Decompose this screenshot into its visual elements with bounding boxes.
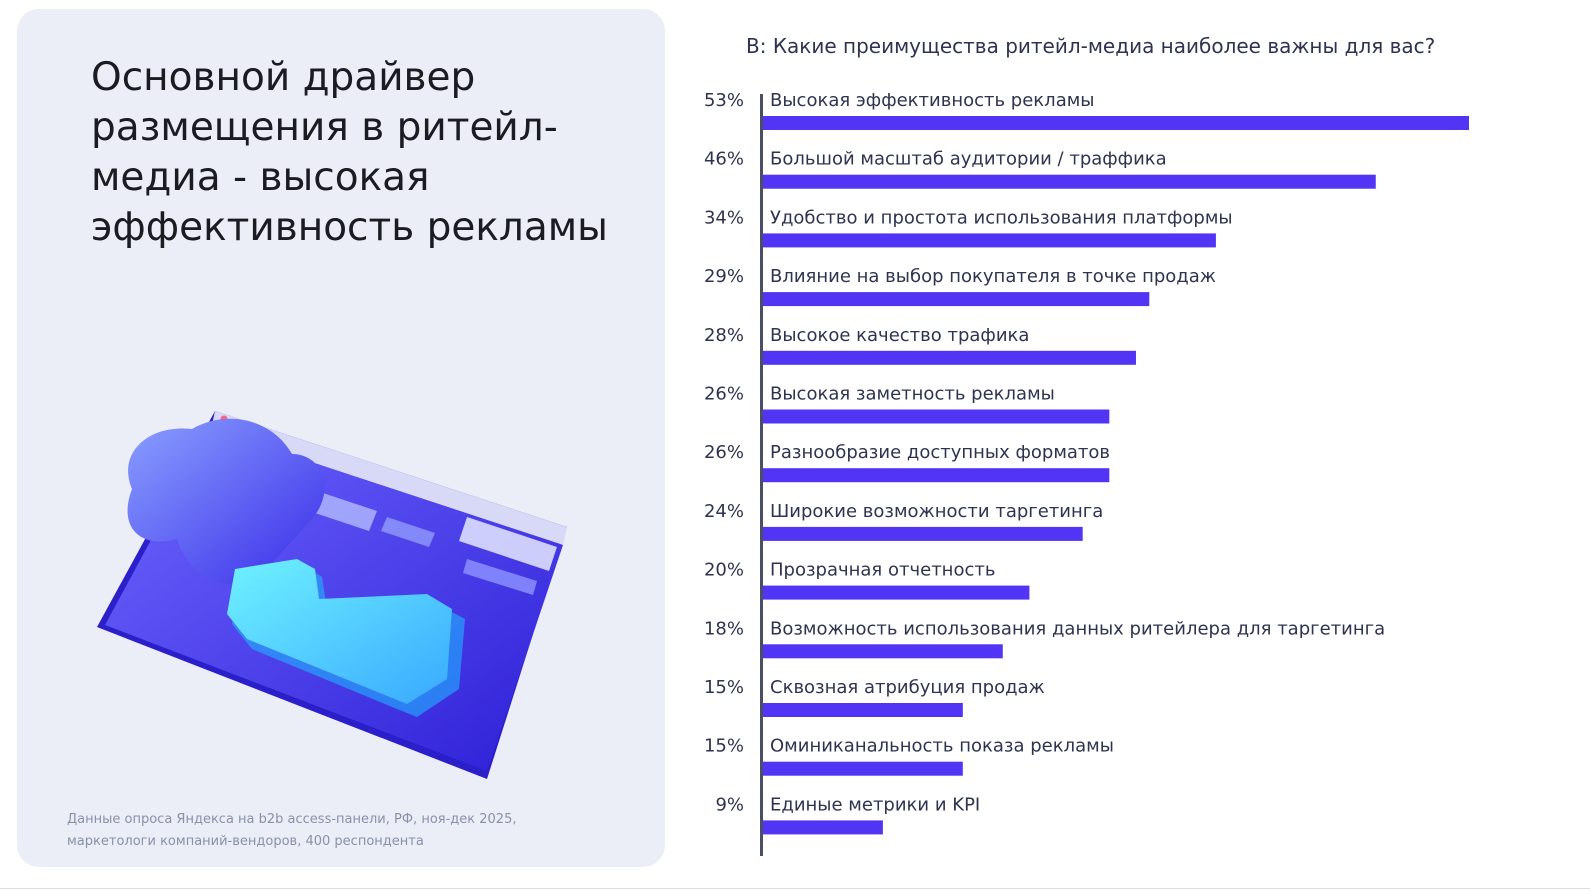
bar-value-label: 15%	[704, 736, 744, 757]
bar	[763, 820, 883, 835]
page-title: Основной драйвер размещения в ритейл-мед…	[91, 55, 608, 250]
bar-value-label: 9%	[715, 794, 744, 815]
bar	[763, 409, 1110, 424]
bar-category-label: Оминиканальность показа рекламы	[770, 736, 1114, 757]
browser-illustration	[97, 411, 567, 779]
cursor-shape	[127, 418, 325, 585]
bar-category-label: Широкие возможности таргетинга	[770, 501, 1103, 522]
bar-category-label: Высокая заметность рекламы	[770, 384, 1055, 405]
bar	[763, 644, 1003, 659]
bar-value-label: 53%	[704, 90, 744, 111]
bar-category-label: Разнообразие доступных форматов	[770, 442, 1110, 463]
bar	[763, 585, 1030, 600]
bar-value-label: 29%	[704, 266, 744, 287]
source-note: Данные опроса Яндекса на b2b access-пане…	[67, 809, 627, 853]
bar-category-label: Удобство и простота использования платфо…	[770, 207, 1233, 228]
bar-value-label: 15%	[704, 677, 744, 698]
bar-category-label: Возможность использования данных ритейле…	[770, 618, 1385, 639]
bar-category-label: Большой масштаб аудитории / траффика	[770, 149, 1167, 170]
bar-category-label: Влияние на выбор покупателя в точке прод…	[770, 266, 1216, 287]
bar-category-label: Прозрачная отчетность	[770, 560, 995, 581]
bar	[763, 233, 1216, 248]
bar-category-label: Сквозная атрибуция продаж	[770, 677, 1045, 698]
bar	[763, 761, 963, 776]
source-line: маркетологи компаний-вендоров, 400 респо…	[67, 834, 424, 849]
cursor-block	[227, 559, 465, 717]
bar	[763, 526, 1083, 541]
bar	[763, 350, 1136, 365]
chart-axis	[760, 94, 763, 856]
source-line: Данные опроса Яндекса на b2b access-пане…	[67, 812, 517, 827]
bar-value-label: 24%	[704, 501, 744, 522]
bar-value-label: 28%	[704, 325, 744, 346]
bar-category-label: Высокая эффективность рекламы	[770, 90, 1095, 111]
bar-value-label: 26%	[704, 442, 744, 463]
bar	[763, 116, 1469, 130]
left-panel: Основной драйвер размещения в ритейл-мед…	[17, 9, 665, 867]
bar-category-label: Высокое качество трафика	[770, 325, 1029, 346]
bar-category-label: Единые метрики и KPI	[770, 794, 980, 815]
divider	[0, 888, 1590, 889]
bar-value-label: 26%	[704, 384, 744, 405]
bar	[763, 174, 1376, 189]
bar-value-label: 18%	[704, 618, 744, 639]
bar	[763, 468, 1110, 483]
bar-value-label: 34%	[704, 207, 744, 228]
bar	[763, 703, 963, 717]
bar-value-label: 20%	[704, 560, 744, 581]
bar-chart: 53% Высокая эффективность рекламы 46% Больш…	[704, 90, 1469, 856]
chart-title: В: Какие преимущества ритейл-медиа наибо…	[746, 34, 1436, 58]
bar	[763, 292, 1150, 307]
bar-value-label: 46%	[704, 149, 744, 170]
